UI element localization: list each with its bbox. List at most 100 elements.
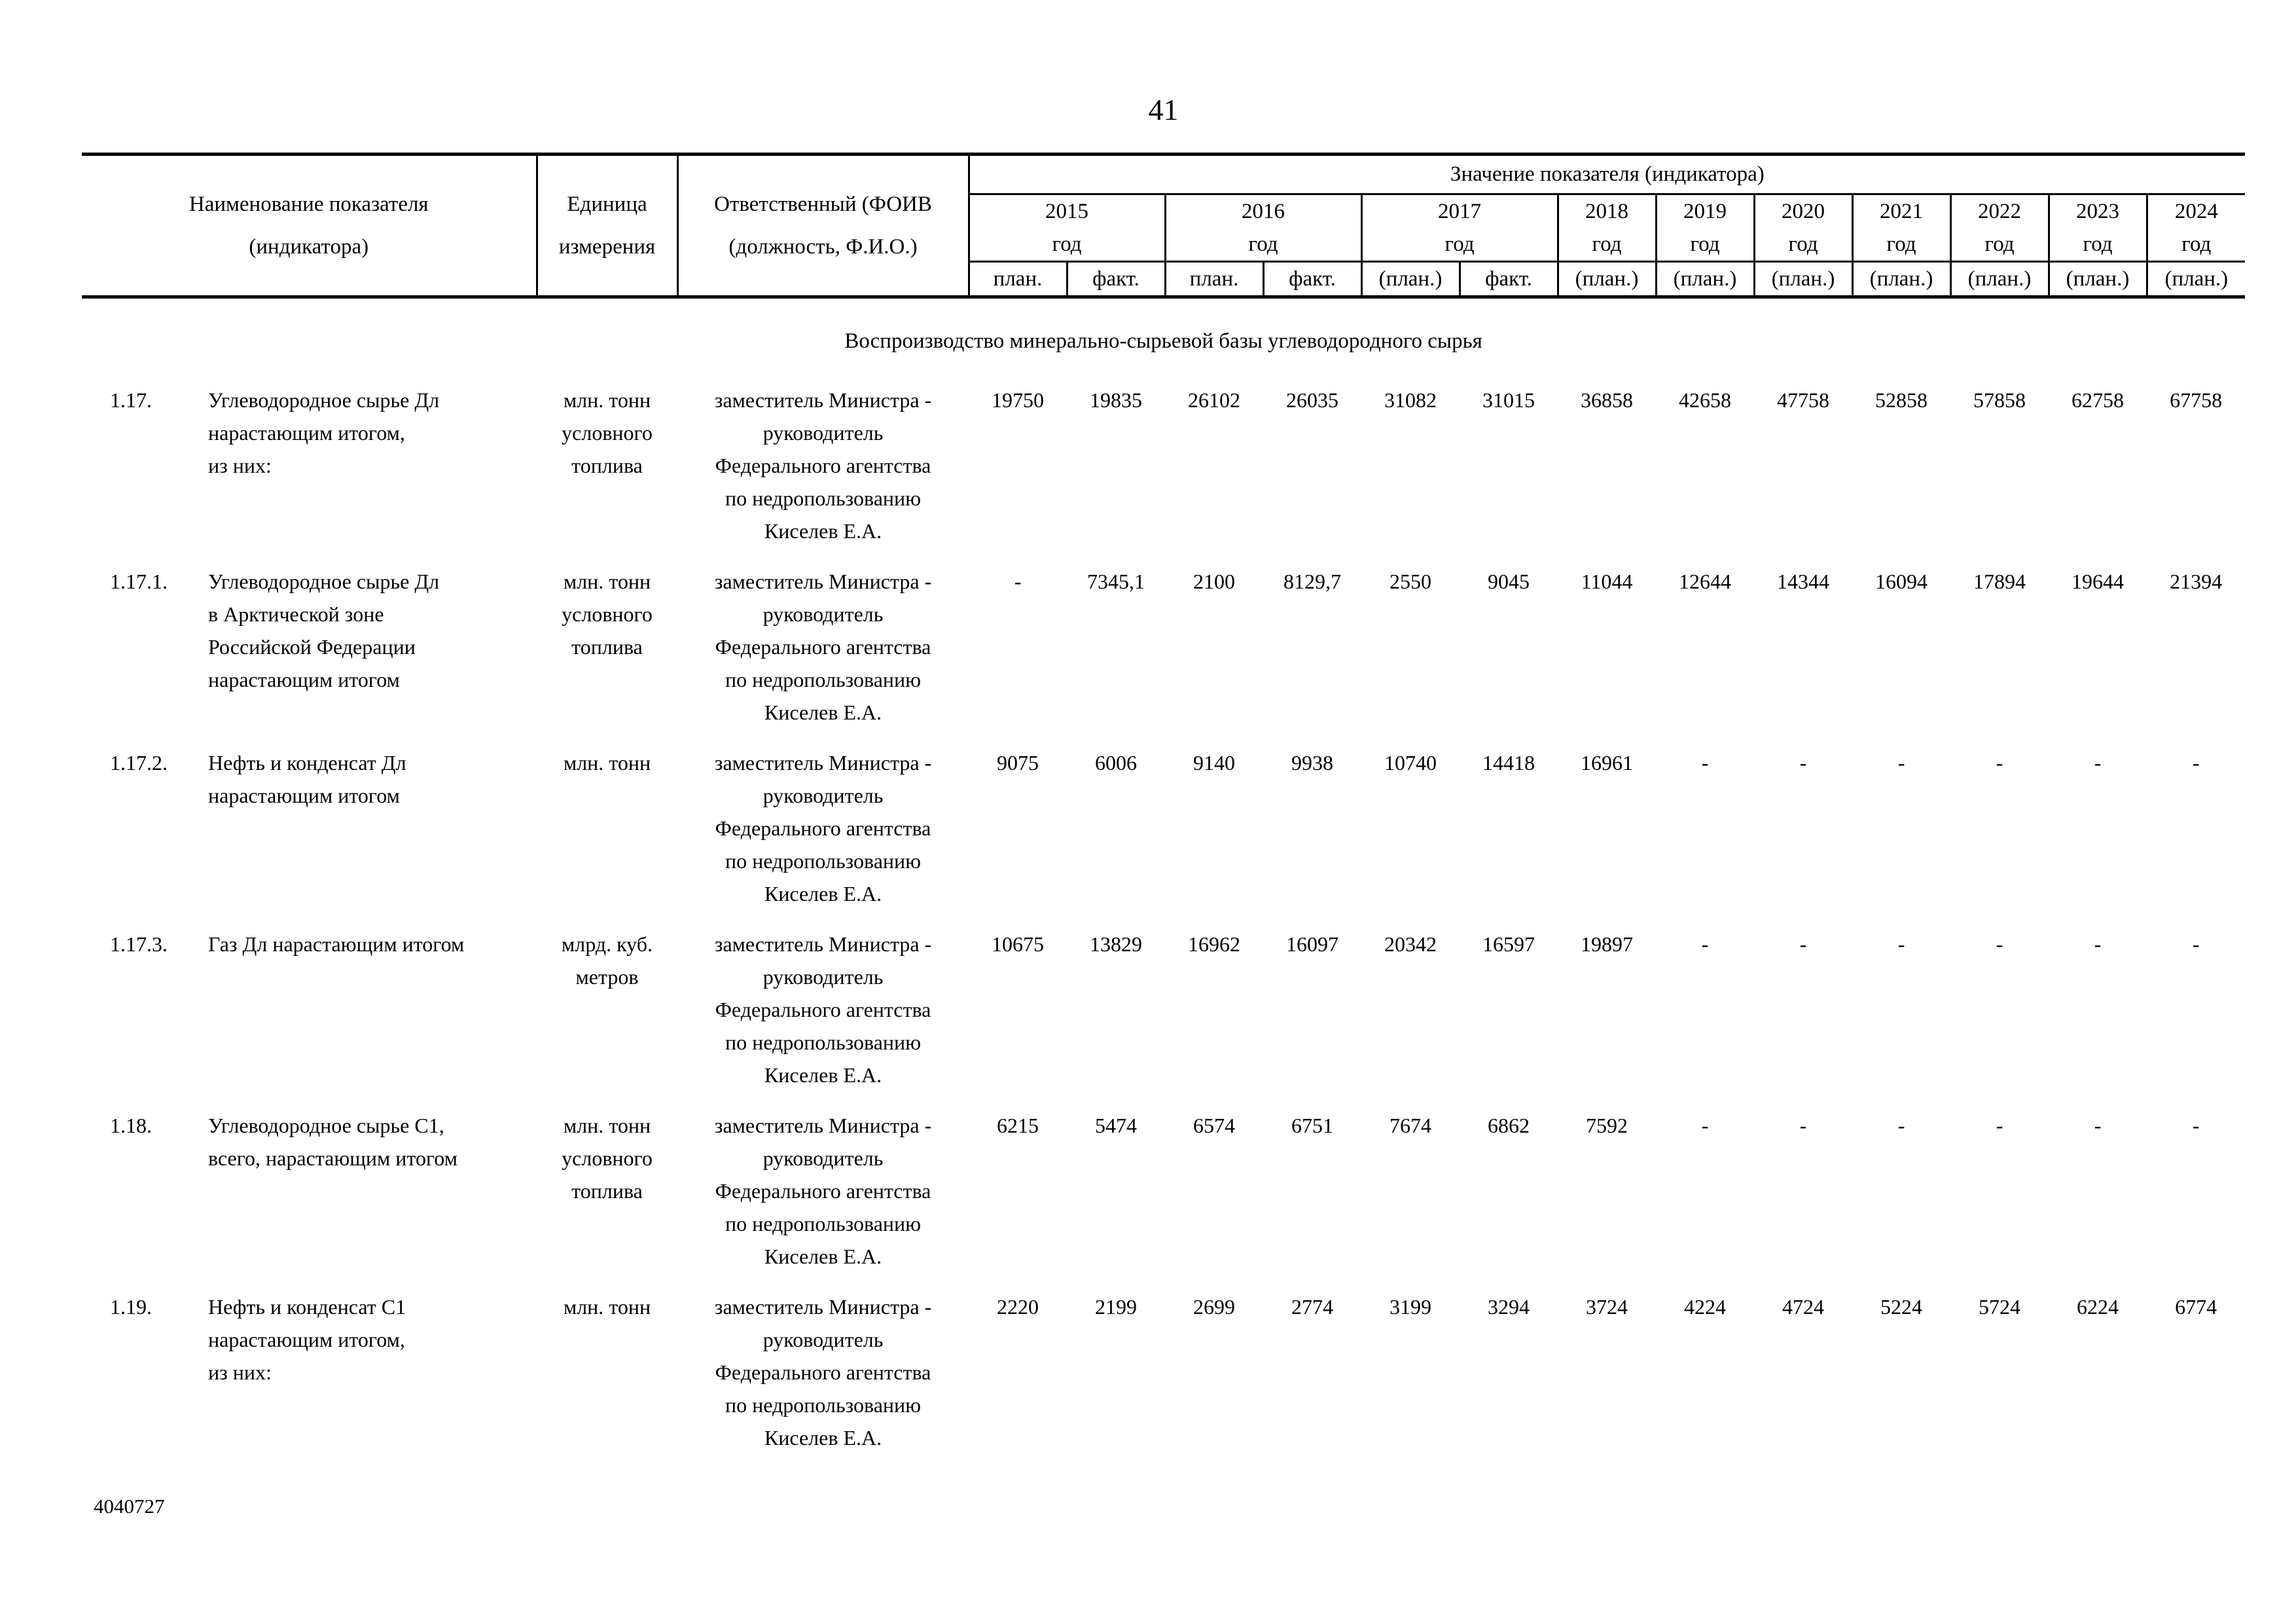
value-cell: 5724 bbox=[1979, 1295, 2021, 1319]
value-cell: 16597 bbox=[1482, 932, 1535, 956]
value-cell: 9045 bbox=[1488, 570, 1530, 593]
text-line: по недропользованию bbox=[725, 668, 922, 691]
page-number: 41 bbox=[1148, 93, 1179, 126]
text-line: условного bbox=[562, 421, 653, 445]
year-label: 2016 bbox=[1242, 200, 1285, 223]
value-cell: 6574 bbox=[1193, 1114, 1236, 1137]
text-line: Нефть и конденсат Дл bbox=[208, 751, 406, 775]
year-suffix: год bbox=[1444, 232, 1475, 256]
row-number: 1.18. bbox=[110, 1114, 152, 1137]
year-header: 2015 год bbox=[967, 194, 1166, 263]
text-line: руководитель bbox=[762, 421, 884, 445]
value-cell: - bbox=[1799, 932, 1807, 956]
text-line: по недропользованию bbox=[725, 486, 922, 510]
value-cell: 2220 bbox=[997, 1295, 1039, 1319]
value-cell: 8129,7 bbox=[1283, 570, 1342, 593]
value-cell: 62758 bbox=[2072, 388, 2125, 412]
value-cell: 19644 bbox=[2072, 570, 2125, 593]
value-cell: 3724 bbox=[1586, 1295, 1628, 1319]
text-line: Российской Федерации bbox=[208, 635, 416, 659]
row-unit: млн. тонн условного топлива bbox=[537, 384, 677, 565]
subcol-header: (план.) bbox=[2047, 261, 2147, 299]
value-cell: 14344 bbox=[1777, 570, 1830, 593]
subcol-header: (план.) bbox=[1753, 261, 1853, 299]
year-header: 2019 год bbox=[1655, 194, 1755, 263]
value-cell: 16961 bbox=[1581, 751, 1634, 775]
text-line: млн. тонн bbox=[563, 1114, 651, 1137]
row-name: Углеводородное сырье Дл в Арктической зон… bbox=[203, 565, 537, 746]
text-line: Углеводородное сырье С1, bbox=[208, 1114, 444, 1137]
value-cell: 21394 bbox=[2170, 570, 2223, 593]
text-line: заместитель Министра - bbox=[714, 570, 932, 593]
value-cell: 26035 bbox=[1286, 388, 1339, 412]
text-line: Нефть и конденсат С1 bbox=[208, 1295, 406, 1319]
year-header: 2024 год bbox=[2145, 194, 2246, 263]
text-line: нарастающим итогом bbox=[208, 784, 400, 807]
value-cell: 16962 bbox=[1188, 932, 1241, 956]
row-number: 1.17.3. bbox=[110, 932, 168, 956]
table-row: 1.17.3. Газ Дл нарастающим итогом млрд. … bbox=[82, 928, 2245, 1109]
year-header: 2021 год bbox=[1851, 194, 1951, 263]
year-header: 2018 год bbox=[1556, 194, 1657, 263]
year-label: 2024 bbox=[2174, 200, 2218, 223]
text-line: по недропользованию bbox=[725, 1212, 922, 1235]
table-body: Воспроизводство минерально-сырьевой базы… bbox=[82, 297, 2245, 1472]
text-line: млрд. куб. bbox=[562, 932, 653, 956]
year-label: 2022 bbox=[1978, 200, 2022, 223]
value-cell: 36858 bbox=[1581, 388, 1634, 412]
row-number: 1.17.1. bbox=[110, 570, 168, 593]
value-cell: - bbox=[1897, 1114, 1905, 1137]
row-unit: млн. тонн условного топлива bbox=[537, 565, 677, 746]
text-line: Федерального агентства bbox=[715, 635, 931, 659]
value-cell: - bbox=[1799, 751, 1807, 775]
value-cell: - bbox=[1799, 1114, 1807, 1137]
value-cell: 6215 bbox=[997, 1114, 1039, 1137]
subcol-header: (план.) bbox=[1851, 261, 1951, 299]
indicators-table: Наименование показателя (индикатора) Еди… bbox=[82, 153, 2246, 1472]
value-cell: 19897 bbox=[1581, 932, 1634, 956]
footer-code: 4040727 bbox=[94, 1495, 165, 1518]
text-line: по недропользованию bbox=[725, 1393, 922, 1417]
value-cell: 6006 bbox=[1095, 751, 1138, 775]
value-cell: 5224 bbox=[1880, 1295, 1923, 1319]
col-header-unit: Единица измерения bbox=[537, 153, 679, 299]
header-line: Ответственный (ФОИВ bbox=[714, 192, 932, 216]
header-line: измерения bbox=[558, 234, 656, 259]
year-suffix: год bbox=[1052, 232, 1082, 256]
text-line: млн. тонн bbox=[563, 570, 651, 593]
row-unit: млрд. куб. метров bbox=[537, 928, 677, 1109]
subcol-header: факт. bbox=[1458, 261, 1558, 299]
text-line: Киселев Е.А. bbox=[764, 1426, 882, 1450]
table-row: 1.18. Углеводородное сырье С1, всего, нар… bbox=[82, 1109, 2245, 1290]
header-row-subcols: план. факт. план. факт. (план.) факт. (п… bbox=[82, 261, 2246, 299]
value-cell: - bbox=[2192, 751, 2200, 775]
subcol-header: факт. bbox=[1066, 261, 1166, 299]
text-line: млн. тонн bbox=[563, 1295, 651, 1319]
text-line: Федерального агентства bbox=[715, 1360, 931, 1384]
header-line: Наименование показателя bbox=[188, 192, 429, 216]
text-line: Киселев Е.А. bbox=[764, 701, 882, 724]
value-cell: 26102 bbox=[1188, 388, 1241, 412]
value-cell: - bbox=[2192, 1114, 2200, 1137]
row-unit: млн. тонн bbox=[537, 1290, 677, 1472]
value-cell: 57858 bbox=[1973, 388, 2026, 412]
text-line: заместитель Министра - bbox=[714, 1295, 932, 1319]
value-cell: 47758 bbox=[1777, 388, 1830, 412]
text-line: в Арктической зоне bbox=[208, 602, 384, 626]
value-cell: 2699 bbox=[1193, 1295, 1236, 1319]
text-line: руководитель bbox=[762, 965, 884, 989]
text-line: заместитель Министра - bbox=[714, 1114, 932, 1137]
row-name: Углеводородное сырье С1, всего, нарастающ… bbox=[203, 1109, 537, 1290]
year-suffix: год bbox=[2083, 232, 2113, 256]
subcol-header: (план.) bbox=[1556, 261, 1657, 299]
value-cell: 7345,1 bbox=[1087, 570, 1145, 593]
value-cell: 16097 bbox=[1286, 932, 1339, 956]
text-line: руководитель bbox=[762, 1146, 884, 1170]
row-name: Углеводородное сырье Дл нарастающим итого… bbox=[203, 384, 537, 565]
year-header: 2023 год bbox=[2047, 194, 2147, 263]
year-header: 2016 год bbox=[1164, 194, 1362, 263]
text-line: Киселев Е.А. bbox=[764, 519, 882, 543]
text-line: по недропользованию bbox=[725, 849, 922, 873]
subcol-header: план. bbox=[1164, 261, 1264, 299]
value-cell: - bbox=[1996, 1114, 2003, 1137]
